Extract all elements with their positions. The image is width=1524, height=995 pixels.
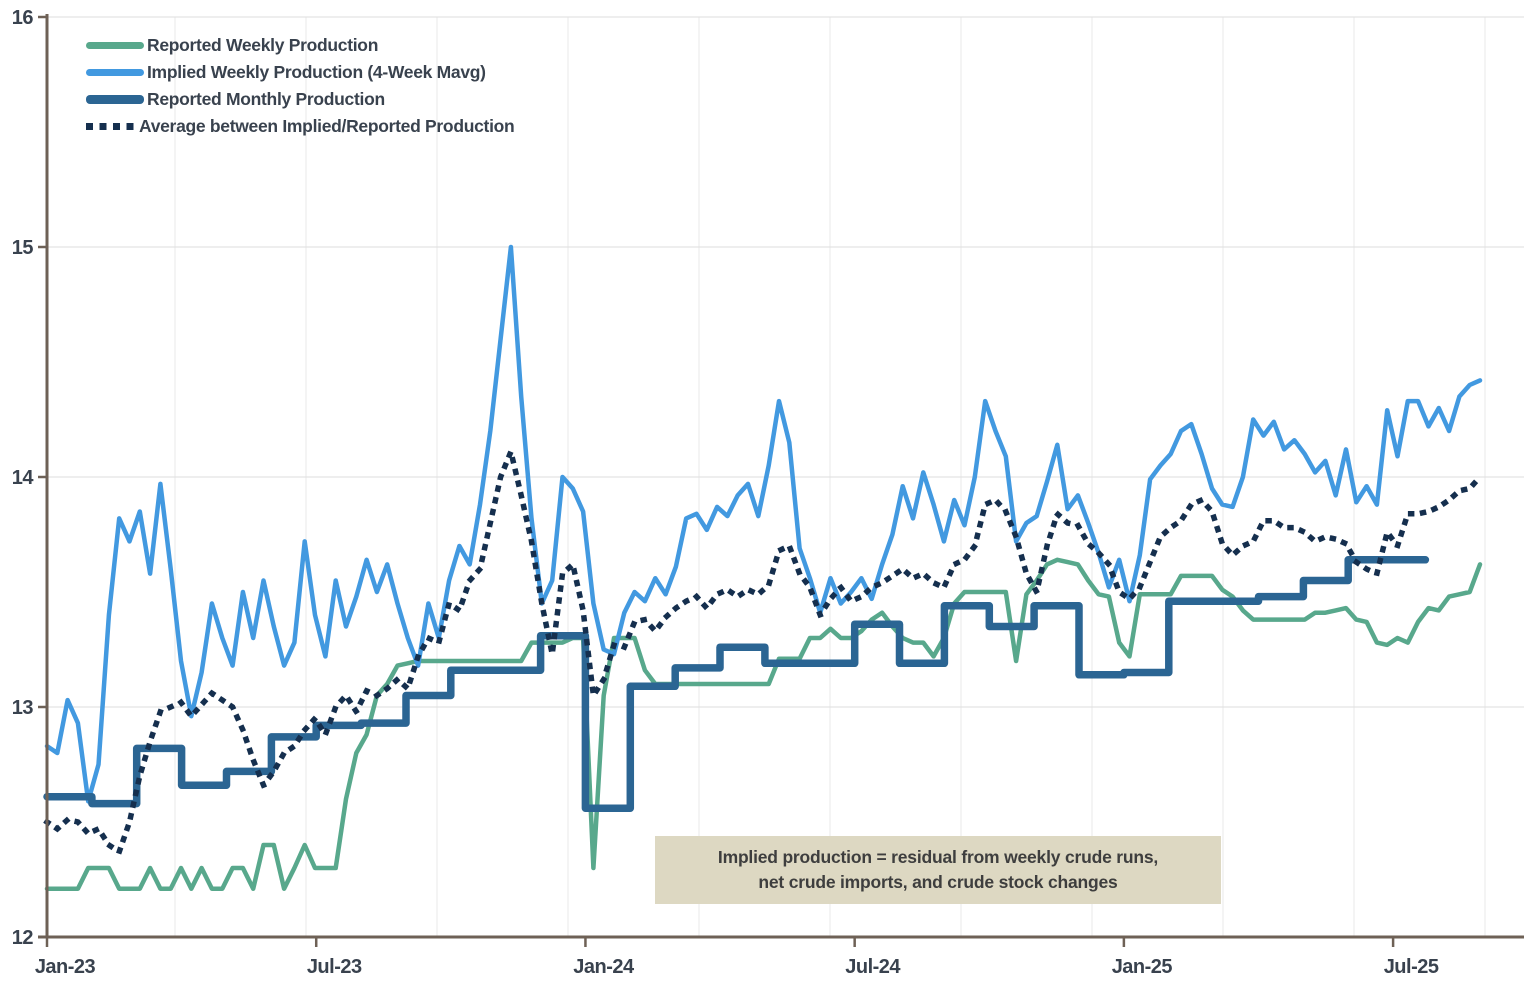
series-line-1 — [44, 244, 1483, 804]
note-line-1: Implied production = residual from weekl… — [717, 847, 1159, 867]
y-axis-tick-label: 13 — [12, 697, 34, 719]
series-line-2 — [43, 556, 1430, 812]
legend-item-implied-weekly: Implied Weekly Production (4-Week Mavg) — [86, 62, 514, 82]
legend-label: Implied Weekly Production (4-Week Mavg) — [147, 62, 486, 82]
note-line-2: net crude imports, and crude stock chang… — [758, 872, 1118, 892]
legend-item-average: Average between Implied/Reported Product… — [86, 116, 515, 136]
legend-label: Average between Implied/Reported Product… — [139, 116, 515, 136]
chart-legend: Reported Weekly Production Implied Weekl… — [86, 35, 515, 136]
x-axis-tick-label: Jul-23 — [307, 956, 362, 978]
implied-production-note: Implied production = residual from weekl… — [655, 836, 1221, 904]
legend-item-reported-weekly: Reported Weekly Production — [86, 35, 514, 55]
x-axis-tick-label: Jan-25 — [1112, 956, 1173, 978]
average-dotted-swatch — [86, 123, 136, 130]
y-axis-tick-label: 15 — [12, 237, 34, 259]
y-axis-tick-label: 16 — [12, 7, 34, 29]
y-axis-tick-label: 14 — [12, 467, 35, 489]
legend-item-reported-monthly: Reported Monthly Production — [86, 89, 514, 109]
x-axis-tick-label: Jan-23 — [35, 956, 96, 978]
legend-label: Reported Weekly Production — [147, 35, 379, 55]
x-axis-tick-label: Jul-25 — [1384, 956, 1439, 978]
implied-weekly-swatch — [86, 69, 144, 76]
x-axis-tick-label: Jul-24 — [845, 956, 901, 978]
legend-label: Reported Monthly Production — [147, 89, 385, 109]
reported-monthly-swatch — [86, 95, 144, 104]
reported-weekly-swatch — [86, 42, 144, 49]
series-line-3 — [43, 442, 1484, 857]
x-axis-tick-label: Jan-24 — [573, 956, 635, 978]
y-axis-tick-label: 12 — [12, 927, 34, 949]
series-line-0 — [44, 557, 1483, 891]
